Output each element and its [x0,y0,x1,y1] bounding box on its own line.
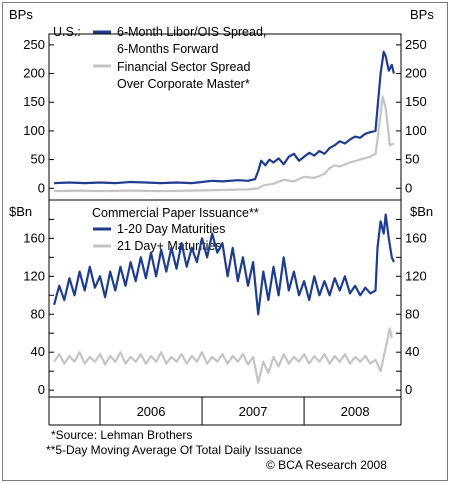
y-tick-label-right: 50 [405,152,419,167]
y-tick-label-left: 200 [23,66,45,81]
footnote-issuance: **5-Day Moving Average Of Total Daily Is… [46,443,303,457]
x-tick-label: 2008 [341,404,370,419]
y-tick-label-right: 200 [405,66,427,81]
y-tick-label-right: 80 [405,306,419,321]
legend-financial-line2: Over Corporate Master* [117,77,250,91]
series-line-secondary-panel2 [53,327,393,384]
y-tick-label-left: 0 [38,382,45,397]
series-line-primary-panel1 [54,50,395,185]
series-line-secondary-panel1 [54,95,395,193]
y-tick-label-left: 160 [23,230,45,245]
y-tick-label-right: 0 [405,180,412,195]
legend-financial-line1: Financial Sector Spread [117,60,250,74]
top-unit-right: BPs [410,7,434,22]
plot-frame [48,33,402,398]
legend-short: 1-20 Day Maturities [117,222,225,236]
bottom-panel-title: Commercial Paper Issuance** [92,206,259,220]
y-tick-label-left: 40 [31,344,45,359]
y-tick-label-left: 150 [23,94,45,109]
footnote-source: *Source: Lehman Brothers [51,428,192,442]
y-tick-label-left: 100 [23,123,45,138]
x-tick-label: 2006 [137,404,166,419]
y-tick-label-right: 0 [405,382,412,397]
bottom-unit-right: $Bn [410,204,433,219]
y-tick-label-left: 80 [31,306,45,321]
y-tick-label-left: 250 [23,37,45,52]
y-tick-label-right: 120 [405,268,427,283]
y-tick-label-right: 40 [405,344,419,359]
region-label: U.S.: [53,25,81,39]
y-tick-label-right: 160 [405,230,427,245]
y-tick-label-left: 50 [31,152,45,167]
legend-libor-line1: 6-Month Libor/OIS Spread, [117,25,266,39]
y-tick-label-left: 0 [38,180,45,195]
top-unit-left: BPs [9,7,33,22]
chart-marks: 0 0 50 50 100 100 150 150 200 200 250 250 0 0 40 40 80 80… [23,37,427,425]
y-tick-label-left: 120 [23,268,45,283]
series-line-primary-panel2 [53,213,395,316]
y-tick-label-right: 250 [405,37,427,52]
bottom-unit-left: $Bn [9,204,32,219]
x-tick-label: 2007 [239,404,268,419]
y-tick-label-right: 100 [405,123,427,138]
y-tick-label-right: 150 [405,94,427,109]
copyright: © BCA Research 2008 [266,458,387,472]
legend-long: 21 Day+ Maturities [117,239,222,253]
legend-libor-line2: 6-Months Forward [117,42,218,56]
